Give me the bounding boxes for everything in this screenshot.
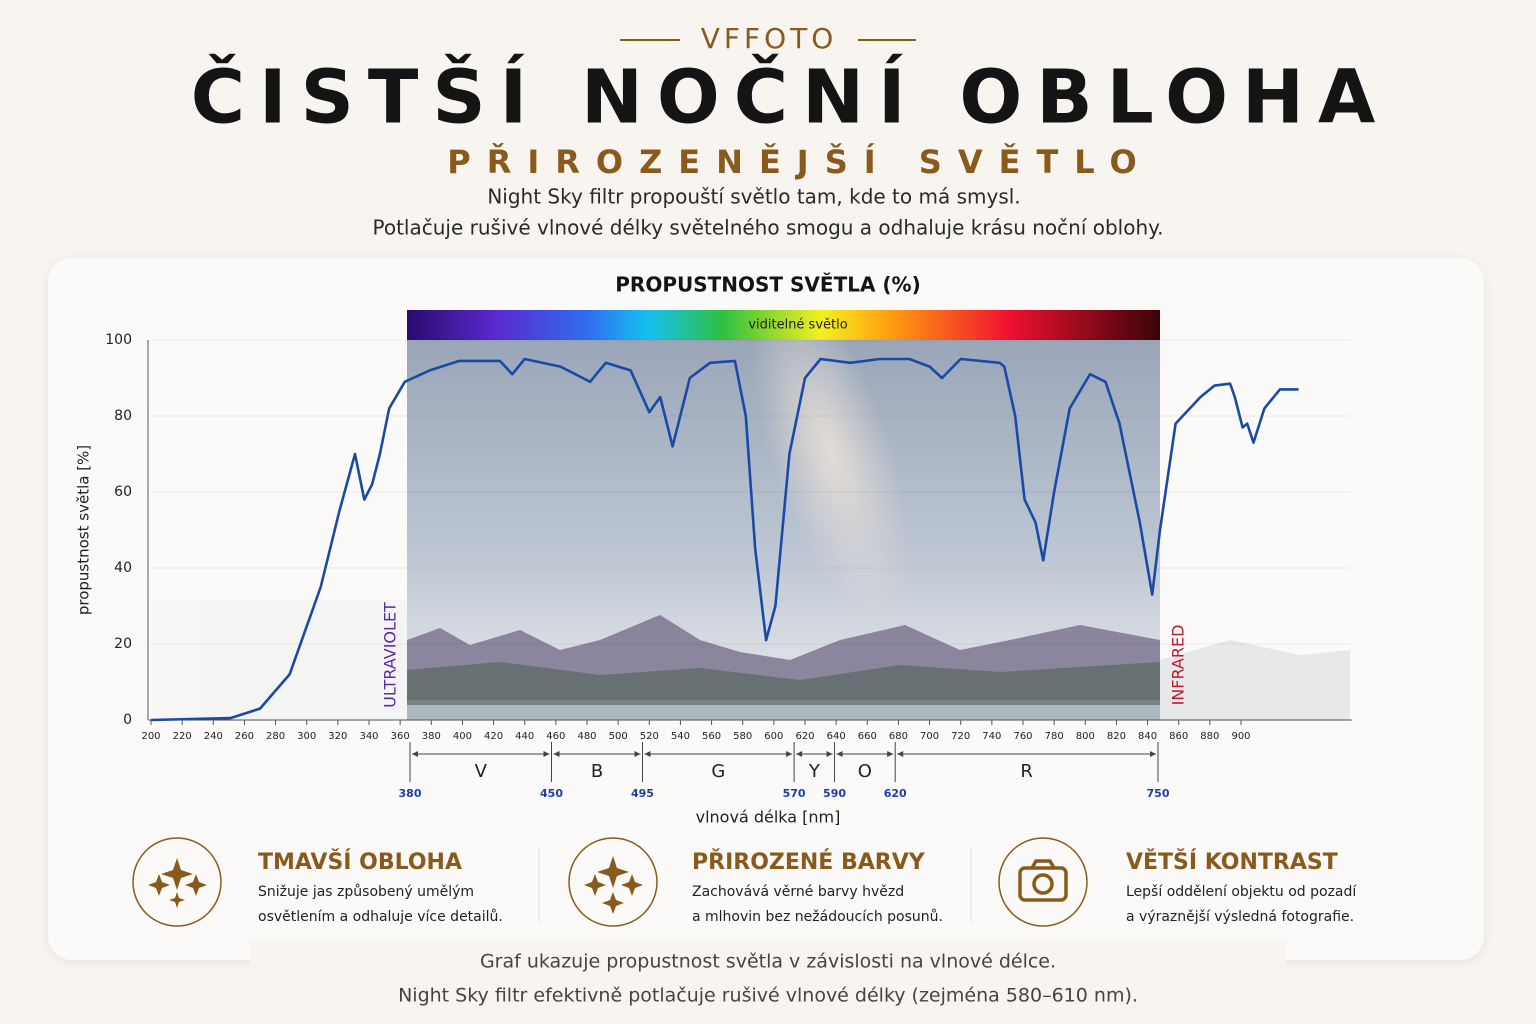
intro-line: Potlačuje rušivé vlnové délky světelného… [373, 216, 1164, 240]
x-tick-label: 480 [577, 731, 596, 742]
feature-text: Zachovává věrné barvy hvězd [692, 884, 904, 900]
feature-texts: TMAVŠÍ OBLOHA Snižuje jas způsobený umělý… [258, 849, 1357, 925]
x-tick-label: 540 [671, 731, 690, 742]
feature-icon [568, 837, 658, 927]
features [132, 837, 1088, 927]
band-edge-label: 570 [783, 787, 806, 800]
lake [407, 705, 1160, 720]
feature-title: TMAVŠÍ OBLOHA [258, 849, 462, 875]
band-edge-label: 590 [823, 787, 846, 800]
feature-icon [132, 837, 222, 927]
x-tick-label: 680 [889, 731, 908, 742]
x-tick-label: 460 [546, 731, 565, 742]
band-edge-label: 380 [399, 787, 422, 800]
x-tick-label: 620 [795, 731, 814, 742]
band-label: V [475, 761, 488, 782]
band-label: B [591, 761, 603, 782]
subtitle: PŘIROZENĚJŠÍ SVĚTLO [447, 142, 1153, 181]
x-tick-label: 260 [235, 731, 254, 742]
band-label: R [1020, 761, 1033, 782]
x-tick-label: 340 [359, 731, 378, 742]
x-tick-label: 640 [827, 731, 846, 742]
x-tick-label: 560 [702, 731, 721, 742]
x-tick-label: 420 [484, 731, 503, 742]
ir-label: INFRARED [1169, 625, 1188, 706]
x-tick-label: 800 [1076, 731, 1095, 742]
feature-title: VĚTŠÍ KONTRAST [1126, 849, 1338, 875]
band-edge-label: 450 [540, 787, 563, 800]
x-tick-label: 840 [1138, 731, 1157, 742]
footer-bg [250, 940, 1286, 1024]
x-tick-label: 780 [1045, 731, 1064, 742]
y-tick-label: 0 [123, 712, 132, 728]
haze [1160, 640, 1350, 720]
x-tick-label: 880 [1200, 731, 1219, 742]
y-axis-label: propustnost světla [%] [75, 445, 93, 615]
feature-icon [998, 837, 1088, 927]
x-tick-label: 320 [328, 731, 347, 742]
band-label: O [858, 761, 872, 782]
camera-icon [1018, 859, 1068, 902]
footer-line: Graf ukazuje propustnost světla v závisl… [480, 951, 1056, 973]
stars-icon [148, 858, 207, 908]
x-tick-label: 360 [391, 731, 410, 742]
foothills [407, 662, 1160, 705]
band-arrow [836, 751, 894, 757]
band-label: G [711, 761, 725, 782]
band-edge-label: 750 [1147, 787, 1170, 800]
x-tick-label: 280 [266, 731, 285, 742]
x-axis-label: vlnová délka [nm] [696, 808, 841, 827]
x-tick-label: 520 [640, 731, 659, 742]
x-tick-label: 440 [515, 731, 534, 742]
feature-text: Snižuje jas způsobený umělým [258, 884, 474, 900]
y-tick-label: 80 [114, 408, 132, 424]
y-tick-label: 60 [114, 484, 132, 500]
spectrum-label: viditelné světlo [748, 318, 847, 333]
feature-text: a výraznější výsledná fotografie. [1126, 909, 1354, 925]
spectrum-bar [407, 310, 1160, 340]
x-tick-label: 400 [453, 731, 472, 742]
chart-layer: 0 20 40 60 80 100 200 220 240 260 280 300 320 340 360 3… [105, 332, 1350, 800]
brand: VFFOTO [701, 22, 838, 55]
x-tick-label: 660 [858, 731, 877, 742]
milky-way [752, 287, 908, 613]
y-tick-label: 20 [114, 636, 132, 652]
x-tick-label: 740 [982, 731, 1001, 742]
y-tick-label: 40 [114, 560, 132, 576]
x-tick-label: 380 [422, 731, 441, 742]
haze [151, 600, 407, 720]
band-edge-label: 620 [884, 787, 907, 800]
feature-text: a mlhovin bez nežádoucích posunů. [692, 909, 943, 925]
x-tick-label: 200 [141, 731, 160, 742]
band-label: Y [808, 761, 821, 782]
x-tick-label: 900 [1231, 731, 1250, 742]
feature-text: Lepší oddělení objektu od pozadí [1126, 884, 1357, 900]
chart-title: PROPUSTNOST SVĚTLA (%) [615, 273, 920, 297]
stars-icon [584, 856, 643, 914]
intro-line: Night Sky filtr propouští světlo tam, kd… [487, 185, 1020, 209]
x-tick-label: 720 [951, 731, 970, 742]
uv-label: ULTRAVIOLET [381, 602, 400, 708]
feature-title: PŘIROZENÉ BARVY [692, 849, 926, 875]
x-tick-label: 820 [1107, 731, 1126, 742]
footer-line: Night Sky filtr efektivně potlačuje ruši… [398, 985, 1138, 1007]
x-tick-label: 860 [1169, 731, 1188, 742]
y-tick-label: 100 [105, 332, 132, 348]
x-tick-label: 760 [1013, 731, 1032, 742]
transmission-curve [150, 357, 1299, 722]
x-tick-label: 500 [609, 731, 628, 742]
x-tick-label: 700 [920, 731, 939, 742]
x-tick-label: 300 [297, 731, 316, 742]
band-edge-label: 495 [631, 787, 654, 800]
x-tick-label: 240 [204, 731, 223, 742]
x-tick-label: 220 [173, 731, 192, 742]
x-tick-label: 600 [764, 731, 783, 742]
x-tick-label: 580 [733, 731, 752, 742]
main-title: ČISTŠÍ NOČNÍ OBLOHA [191, 53, 1390, 141]
feature-text: osvětlením a odhaluje více detailů. [258, 909, 503, 925]
